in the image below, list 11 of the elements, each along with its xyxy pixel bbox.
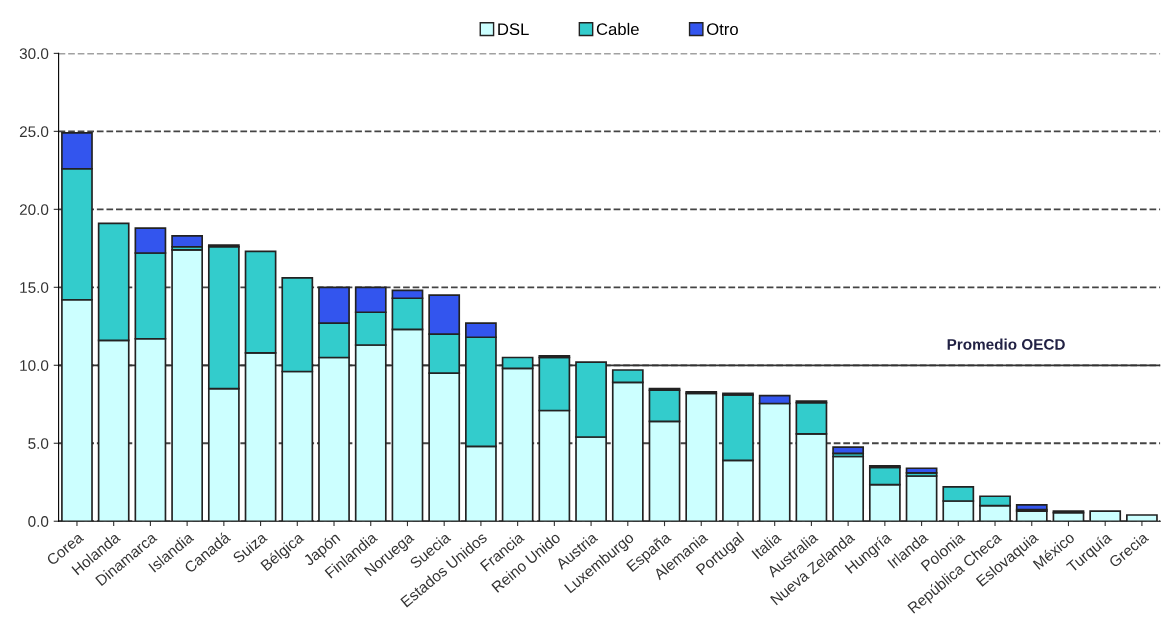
- y-tick-label: 20.0: [19, 204, 49, 216]
- y-tick-label: 10.0: [20, 360, 49, 371]
- legend-label: DSL: [498, 23, 529, 36]
- y-tick-label: 15.0: [20, 282, 49, 293]
- y-tick-label: 0.0: [28, 516, 49, 527]
- legend-label: Otro: [707, 23, 738, 36]
- ref-line-label: Promedio OECD: [947, 338, 1065, 350]
- y-tick-label: 30.0: [19, 48, 49, 60]
- legend-label: Cable: [596, 22, 639, 36]
- y-tick-label: 5.0: [28, 438, 49, 449]
- y-tick-label: 25.0: [19, 126, 49, 138]
